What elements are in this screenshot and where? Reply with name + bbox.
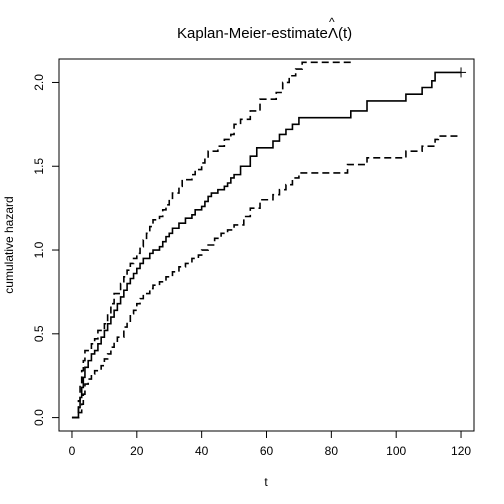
chart-title-hat: ^ <box>329 15 335 29</box>
y-axis-label: cumulative hazard <box>2 196 16 293</box>
x-tick-label: 0 <box>69 444 76 458</box>
x-axis-label: t <box>264 475 268 489</box>
x-axis: 0 20 40 60 80 100 120 <box>69 430 471 458</box>
chart-title: Kaplan-Meier-estimate Λ ^ (t) <box>177 15 352 42</box>
x-tick-label: 20 <box>130 444 144 458</box>
series-estimate-line <box>71 71 462 419</box>
series-lower-bound-line <box>71 135 462 419</box>
chart-title-arg: (t) <box>338 25 352 42</box>
series-upper-bound-line <box>71 61 351 419</box>
x-tick-label: 40 <box>195 444 209 458</box>
y-tick-label: 2.0 <box>32 74 46 91</box>
chart-title-symbol: Λ <box>328 25 338 42</box>
plot-box <box>58 58 475 432</box>
y-axis: 0.0 0.5 1.0 1.5 2.0 <box>32 74 60 426</box>
x-tick-label: 80 <box>325 444 339 458</box>
series-layer <box>71 61 467 419</box>
chart-title-text: Kaplan-Meier-estimate <box>177 25 328 42</box>
x-tick-label: 60 <box>260 444 274 458</box>
y-tick-label: 0.5 <box>32 325 46 342</box>
censor-mark <box>456 67 467 78</box>
x-tick-label: 100 <box>386 444 406 458</box>
x-tick-label: 120 <box>451 444 471 458</box>
y-tick-label: 1.0 <box>32 241 46 258</box>
y-tick-label: 1.5 <box>32 158 46 175</box>
y-tick-label: 0.0 <box>32 409 46 426</box>
